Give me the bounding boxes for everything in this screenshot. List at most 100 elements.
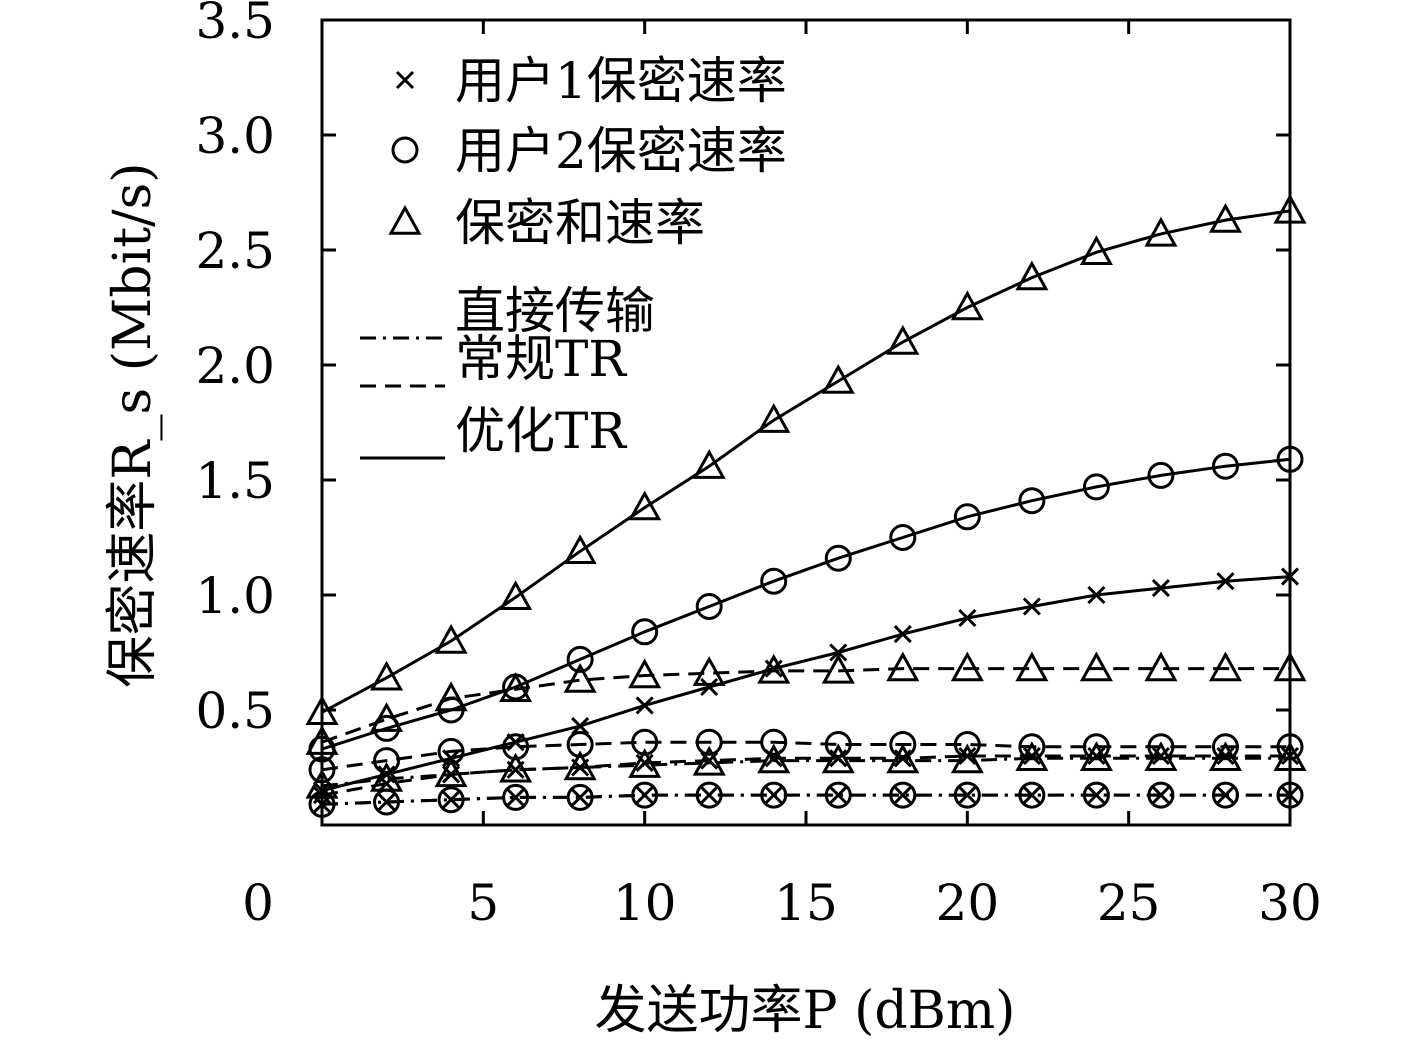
- data-point-triangle-dashdot: [692, 745, 726, 776]
- data-point-x-dashdot: [958, 786, 977, 805]
- data-point-triangle-dashdot: [434, 757, 468, 788]
- data-point-triangle-solid: [434, 623, 468, 654]
- data-point-circle-dashed: [695, 728, 723, 756]
- data-point-triangle-solid: [1015, 260, 1049, 291]
- data-point-x-dashed: [1087, 746, 1106, 766]
- legend-item-dashed: 常规TR: [360, 330, 627, 388]
- data-point-x-solid: [1022, 597, 1041, 616]
- data-point-x-solid: [958, 608, 977, 628]
- data-point-triangle-dashdot: [821, 743, 855, 774]
- data-point-circle-dashdot: [695, 781, 723, 809]
- data-point-triangle-dashed: [1079, 651, 1113, 682]
- data-point-circle-dashdot: [760, 781, 788, 809]
- data-point-circle-dashed: [824, 731, 852, 758]
- series-line-circle-solid: [321, 457, 1291, 751]
- series-circle-dashed: [308, 728, 1304, 784]
- x-tick-label: 30: [1258, 874, 1322, 932]
- data-point-x-solid: [635, 696, 654, 715]
- data-point-circle-solid: [1082, 473, 1110, 501]
- data-point-circle-solid: [953, 503, 981, 531]
- data-point-x-dashdot: [1022, 786, 1041, 805]
- data-point-x-dashed: [700, 751, 719, 770]
- data-point-circle-solid: [695, 593, 723, 620]
- data-point-triangle-dashed: [757, 653, 791, 684]
- data-point-x-dashdot: [377, 792, 396, 812]
- data-point-triangle-dashdot: [628, 748, 662, 778]
- data-point-triangle-dashed: [499, 672, 533, 702]
- series-circle-solid: [308, 445, 1304, 763]
- series-line-circle-dashdot: [321, 793, 1290, 806]
- data-point-triangle-solid: [628, 490, 662, 521]
- y-tick-label: 1.0: [195, 567, 275, 625]
- data-point-x-dashed: [829, 749, 848, 768]
- data-point-x-dashdot: [893, 786, 912, 805]
- data-point-triangle-dashdot: [1144, 741, 1178, 771]
- series-triangle-solid: [305, 193, 1307, 725]
- data-point-x-dashdot: [442, 790, 461, 809]
- legend-label: 直接传输: [455, 282, 655, 340]
- data-point-circle-solid: [889, 524, 917, 551]
- data-point-circle-solid: [631, 618, 659, 646]
- data-point-triangle-dashdot: [950, 743, 984, 774]
- data-point-x-dashed: [1216, 746, 1235, 766]
- x-tick-label: 15: [774, 874, 838, 932]
- y-tick-label: 1.5: [195, 452, 275, 510]
- data-point-x-dashdot: [764, 786, 783, 805]
- x-tick-label: 5: [467, 874, 499, 932]
- data-point-x-dashdot: [506, 788, 525, 807]
- data-point-triangle-dashed: [1144, 651, 1178, 682]
- data-point-circle-dashdot: [437, 786, 465, 814]
- data-point-x-solid: [829, 643, 848, 662]
- legend-marker-x: [395, 70, 415, 90]
- data-point-triangle-solid: [1144, 216, 1178, 247]
- legend-item-solid: 优化TR: [360, 402, 627, 460]
- y-tick-label: 0.5: [195, 682, 275, 740]
- data-point-circle-dashdot: [1147, 781, 1175, 809]
- y-axis-label: 保密速率R_s (Mbit/s): [103, 162, 163, 687]
- legend-label: 保密和速率: [455, 194, 705, 252]
- x-tick-label: 0: [242, 874, 274, 932]
- data-point-circle-dashdot: [889, 781, 917, 809]
- legend-label: 常规TR: [455, 330, 627, 388]
- data-point-triangle-solid: [692, 449, 726, 479]
- data-point-triangle-dashed: [950, 651, 984, 682]
- data-point-triangle-dashdot: [886, 743, 920, 774]
- data-point-triangle-solid: [950, 290, 984, 321]
- data-point-circle-solid: [566, 645, 594, 673]
- legend-label: 用户1保密速率: [455, 52, 787, 110]
- data-point-triangle-solid: [499, 580, 533, 610]
- data-point-x-dashed: [893, 749, 912, 768]
- data-point-circle-dashdot: [631, 781, 659, 809]
- data-point-circle-solid: [1018, 487, 1046, 515]
- data-point-triangle-dashed: [886, 651, 920, 682]
- legend-item-x: 用户1保密速率: [395, 52, 787, 110]
- y-tick-label: 3.5: [195, 0, 275, 50]
- series-x-solid: [312, 567, 1300, 800]
- x-tick-label: 20: [936, 874, 1000, 932]
- series-line-triangle-dashdot: [321, 756, 1290, 788]
- data-point-circle-dashed: [1018, 733, 1046, 761]
- data-point-triangle-dashdot: [1079, 741, 1113, 771]
- data-point-triangle-dashed: [821, 653, 855, 684]
- x-tick-label: 10: [613, 874, 677, 932]
- data-point-triangle-solid: [886, 324, 920, 355]
- data-point-triangle-solid: [1079, 235, 1113, 265]
- data-point-triangle-solid: [757, 403, 791, 433]
- series-line-circle-dashed: [321, 740, 1290, 772]
- y-tick-label: 2.0: [195, 337, 275, 395]
- data-point-circle-solid: [824, 544, 852, 572]
- legend-item-triangle: 保密和速率: [388, 194, 705, 252]
- data-point-circle-dashdot: [824, 781, 852, 809]
- legend-item-circle: 用户2保密速率: [391, 122, 787, 180]
- series-line-x-dashed: [321, 754, 1290, 797]
- axes-layer: 0 5 10 15 20 25 30 0.5 1.0 1.5 2.0 2.5 3.0 3.5: [195, 0, 1321, 932]
- data-point-circle-dashed: [953, 731, 981, 758]
- data-point-x-dashed: [1022, 746, 1041, 766]
- data-point-circle-dashed: [373, 747, 401, 775]
- data-point-triangle-dashdot: [1015, 741, 1049, 771]
- data-point-x-dashed: [635, 753, 654, 772]
- data-point-circle-dashdot: [1018, 781, 1046, 809]
